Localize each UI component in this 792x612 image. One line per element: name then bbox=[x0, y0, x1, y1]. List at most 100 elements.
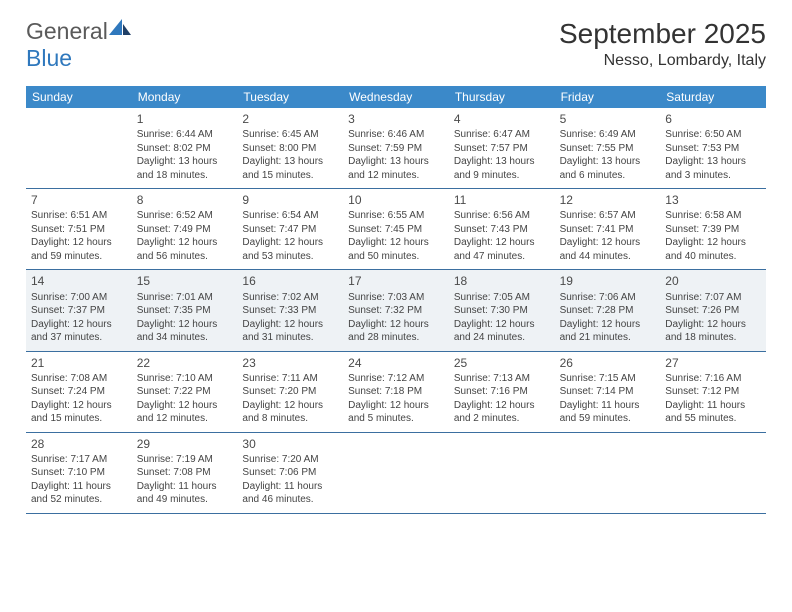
day-cell: 4Sunrise: 6:47 AMSunset: 7:57 PMDaylight… bbox=[449, 108, 555, 188]
day-number: 15 bbox=[137, 273, 233, 289]
header: General Blue September 2025 Nesso, Lomba… bbox=[26, 18, 766, 72]
daylight-line: Daylight: 12 hours and 28 minutes. bbox=[348, 318, 444, 345]
sunrise-line: Sunrise: 6:50 AM bbox=[665, 128, 761, 142]
day-cell: 19Sunrise: 7:06 AMSunset: 7:28 PMDayligh… bbox=[555, 270, 661, 350]
day-cell bbox=[343, 433, 449, 513]
sunset-line: Sunset: 7:06 PM bbox=[242, 466, 338, 480]
daylight-line: Daylight: 12 hours and 50 minutes. bbox=[348, 236, 444, 263]
sunset-line: Sunset: 7:24 PM bbox=[31, 385, 127, 399]
sunrise-line: Sunrise: 6:46 AM bbox=[348, 128, 444, 142]
daylight-line: Daylight: 12 hours and 56 minutes. bbox=[137, 236, 233, 263]
day-cell: 30Sunrise: 7:20 AMSunset: 7:06 PMDayligh… bbox=[237, 433, 343, 513]
sunrise-line: Sunrise: 7:08 AM bbox=[31, 372, 127, 386]
logo: General Blue bbox=[26, 18, 134, 72]
sunset-line: Sunset: 7:33 PM bbox=[242, 304, 338, 318]
day-cell: 1Sunrise: 6:44 AMSunset: 8:02 PMDaylight… bbox=[132, 108, 238, 188]
sunrise-line: Sunrise: 7:02 AM bbox=[242, 291, 338, 305]
day-number: 30 bbox=[242, 436, 338, 452]
daylight-line: Daylight: 12 hours and 37 minutes. bbox=[31, 318, 127, 345]
weeks-container: 1Sunrise: 6:44 AMSunset: 8:02 PMDaylight… bbox=[26, 108, 766, 514]
daylight-line: Daylight: 12 hours and 5 minutes. bbox=[348, 399, 444, 426]
sunset-line: Sunset: 7:39 PM bbox=[665, 223, 761, 237]
daylight-line: Daylight: 12 hours and 8 minutes. bbox=[242, 399, 338, 426]
daylight-line: Daylight: 11 hours and 49 minutes. bbox=[137, 480, 233, 507]
sunrise-line: Sunrise: 7:19 AM bbox=[137, 453, 233, 467]
day-cell: 14Sunrise: 7:00 AMSunset: 7:37 PMDayligh… bbox=[26, 270, 132, 350]
logo-word-2: Blue bbox=[26, 45, 72, 71]
sunset-line: Sunset: 7:37 PM bbox=[31, 304, 127, 318]
day-cell: 2Sunrise: 6:45 AMSunset: 8:00 PMDaylight… bbox=[237, 108, 343, 188]
sunset-line: Sunset: 7:22 PM bbox=[137, 385, 233, 399]
sunrise-line: Sunrise: 7:03 AM bbox=[348, 291, 444, 305]
day-cell: 13Sunrise: 6:58 AMSunset: 7:39 PMDayligh… bbox=[660, 189, 766, 269]
sunrise-line: Sunrise: 6:57 AM bbox=[560, 209, 656, 223]
daylight-line: Daylight: 11 hours and 55 minutes. bbox=[665, 399, 761, 426]
location-label: Nesso, Lombardy, Italy bbox=[559, 52, 766, 70]
weekday-header: Saturday bbox=[660, 86, 766, 108]
daylight-line: Daylight: 11 hours and 59 minutes. bbox=[560, 399, 656, 426]
weekday-header: Thursday bbox=[449, 86, 555, 108]
sunrise-line: Sunrise: 6:51 AM bbox=[31, 209, 127, 223]
sunrise-line: Sunrise: 7:16 AM bbox=[665, 372, 761, 386]
day-cell: 7Sunrise: 6:51 AMSunset: 7:51 PMDaylight… bbox=[26, 189, 132, 269]
sunset-line: Sunset: 7:12 PM bbox=[665, 385, 761, 399]
day-cell: 6Sunrise: 6:50 AMSunset: 7:53 PMDaylight… bbox=[660, 108, 766, 188]
day-number: 5 bbox=[560, 111, 656, 127]
sunrise-line: Sunrise: 7:06 AM bbox=[560, 291, 656, 305]
sunset-line: Sunset: 7:10 PM bbox=[31, 466, 127, 480]
sunrise-line: Sunrise: 7:20 AM bbox=[242, 453, 338, 467]
day-number: 17 bbox=[348, 273, 444, 289]
sunset-line: Sunset: 7:26 PM bbox=[665, 304, 761, 318]
day-number: 4 bbox=[454, 111, 550, 127]
day-cell: 23Sunrise: 7:11 AMSunset: 7:20 PMDayligh… bbox=[237, 352, 343, 432]
sunrise-line: Sunrise: 6:54 AM bbox=[242, 209, 338, 223]
day-number: 1 bbox=[137, 111, 233, 127]
sunrise-line: Sunrise: 6:44 AM bbox=[137, 128, 233, 142]
daylight-line: Daylight: 12 hours and 47 minutes. bbox=[454, 236, 550, 263]
daylight-line: Daylight: 12 hours and 31 minutes. bbox=[242, 318, 338, 345]
sunset-line: Sunset: 7:32 PM bbox=[348, 304, 444, 318]
daylight-line: Daylight: 13 hours and 18 minutes. bbox=[137, 155, 233, 182]
day-number: 22 bbox=[137, 355, 233, 371]
sunset-line: Sunset: 7:59 PM bbox=[348, 142, 444, 156]
day-cell: 10Sunrise: 6:55 AMSunset: 7:45 PMDayligh… bbox=[343, 189, 449, 269]
week-row: 28Sunrise: 7:17 AMSunset: 7:10 PMDayligh… bbox=[26, 433, 766, 514]
day-number: 29 bbox=[137, 436, 233, 452]
daylight-line: Daylight: 12 hours and 15 minutes. bbox=[31, 399, 127, 426]
sunset-line: Sunset: 7:43 PM bbox=[454, 223, 550, 237]
day-cell: 22Sunrise: 7:10 AMSunset: 7:22 PMDayligh… bbox=[132, 352, 238, 432]
daylight-line: Daylight: 12 hours and 12 minutes. bbox=[137, 399, 233, 426]
day-cell: 28Sunrise: 7:17 AMSunset: 7:10 PMDayligh… bbox=[26, 433, 132, 513]
daylight-line: Daylight: 13 hours and 9 minutes. bbox=[454, 155, 550, 182]
calendar: Sunday Monday Tuesday Wednesday Thursday… bbox=[26, 86, 766, 514]
day-cell: 26Sunrise: 7:15 AMSunset: 7:14 PMDayligh… bbox=[555, 352, 661, 432]
day-number: 16 bbox=[242, 273, 338, 289]
day-number: 20 bbox=[665, 273, 761, 289]
sunset-line: Sunset: 7:28 PM bbox=[560, 304, 656, 318]
day-cell: 15Sunrise: 7:01 AMSunset: 7:35 PMDayligh… bbox=[132, 270, 238, 350]
sunrise-line: Sunrise: 7:17 AM bbox=[31, 453, 127, 467]
day-number: 24 bbox=[348, 355, 444, 371]
week-row: 1Sunrise: 6:44 AMSunset: 8:02 PMDaylight… bbox=[26, 108, 766, 189]
sunrise-line: Sunrise: 6:47 AM bbox=[454, 128, 550, 142]
daylight-line: Daylight: 11 hours and 52 minutes. bbox=[31, 480, 127, 507]
day-cell bbox=[449, 433, 555, 513]
day-number: 21 bbox=[31, 355, 127, 371]
sunrise-line: Sunrise: 7:01 AM bbox=[137, 291, 233, 305]
day-cell: 3Sunrise: 6:46 AMSunset: 7:59 PMDaylight… bbox=[343, 108, 449, 188]
daylight-line: Daylight: 12 hours and 34 minutes. bbox=[137, 318, 233, 345]
sunrise-line: Sunrise: 7:00 AM bbox=[31, 291, 127, 305]
day-number: 11 bbox=[454, 192, 550, 208]
sunset-line: Sunset: 7:53 PM bbox=[665, 142, 761, 156]
day-number: 19 bbox=[560, 273, 656, 289]
sunset-line: Sunset: 7:47 PM bbox=[242, 223, 338, 237]
daylight-line: Daylight: 13 hours and 15 minutes. bbox=[242, 155, 338, 182]
sunrise-line: Sunrise: 7:12 AM bbox=[348, 372, 444, 386]
day-number: 23 bbox=[242, 355, 338, 371]
sunset-line: Sunset: 8:00 PM bbox=[242, 142, 338, 156]
day-cell: 5Sunrise: 6:49 AMSunset: 7:55 PMDaylight… bbox=[555, 108, 661, 188]
sunrise-line: Sunrise: 7:05 AM bbox=[454, 291, 550, 305]
sunset-line: Sunset: 7:20 PM bbox=[242, 385, 338, 399]
weekday-header: Friday bbox=[555, 86, 661, 108]
day-number: 9 bbox=[242, 192, 338, 208]
